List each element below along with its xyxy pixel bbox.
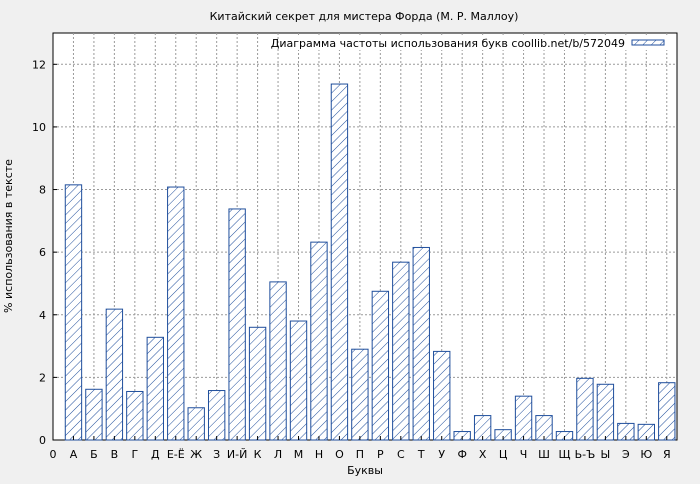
x-tick-label: Н <box>315 448 323 461</box>
bar <box>85 388 103 441</box>
bar <box>187 407 205 441</box>
x-tick-label: Ж <box>190 448 202 461</box>
x-tick-label: Д <box>151 448 160 461</box>
bar <box>433 350 451 441</box>
x-axis-label: Буквы <box>347 464 383 477</box>
x-tick-label: Ь-Ъ <box>575 448 596 461</box>
x-tick-label: Г <box>131 448 138 461</box>
x-tick-label: Э <box>622 448 630 461</box>
x-tick-label: Ю <box>640 448 652 461</box>
legend-background <box>285 36 675 50</box>
y-tick-label: 10 <box>32 121 46 134</box>
bars <box>64 83 676 441</box>
chart-title: Китайский секрет для мистера Форда (М. Р… <box>210 10 519 23</box>
x-tick-label: С <box>397 448 405 461</box>
x-tick-label: А <box>70 448 78 461</box>
legend-swatch <box>631 39 665 46</box>
x-tick-label: Ш <box>538 448 550 461</box>
y-tick-label: 2 <box>39 371 46 384</box>
x-tick-label: Ы <box>601 448 611 461</box>
y-tick-label: 8 <box>39 184 46 197</box>
bar <box>146 336 164 441</box>
bar <box>392 261 410 441</box>
y-tick-label: 0 <box>39 434 46 447</box>
bar <box>207 390 226 441</box>
x-tick-label: Х <box>479 448 487 461</box>
y-tick-label: 12 <box>32 58 46 71</box>
x-tick-label: Т <box>417 448 425 461</box>
x-tick-label: Е-Ё <box>167 448 185 461</box>
x-tick-label: Ч <box>520 448 528 461</box>
x-tick-label: Ф <box>457 448 466 461</box>
y-axis-ticks: 0 2 4 6 8 10 12 <box>32 58 57 447</box>
x-tick-label: П <box>356 448 364 461</box>
x-tick-label: О <box>335 448 344 461</box>
x-tick-label: Я <box>663 448 671 461</box>
bar <box>64 184 83 441</box>
bar <box>269 281 287 441</box>
x-tick-label: Л <box>274 448 282 461</box>
x-tick-label: М <box>294 448 304 461</box>
bar <box>658 382 676 441</box>
x-tick-label: Щ <box>558 448 570 461</box>
bar <box>351 348 369 441</box>
bar <box>167 186 185 441</box>
y-tick-label: 4 <box>39 309 46 322</box>
x-tick-label: И-Й <box>227 448 247 461</box>
bar <box>514 395 533 441</box>
x-tick-label: 0 <box>50 448 57 461</box>
x-tick-label: В <box>111 448 119 461</box>
legend: Диаграмма частоты использования букв coo… <box>271 36 675 50</box>
bar <box>289 320 308 441</box>
x-axis-ticks: 0 А Б В Г Д Е-Ё Ж З И-Й К Л М Н О П Р С Т У Ф Х Ц Ч Ш Щ Ь-Ъ Ы Э Ю Я <box>50 436 671 461</box>
y-tick-label: 6 <box>39 246 46 259</box>
bar <box>126 390 144 441</box>
x-tick-label: Р <box>377 448 384 461</box>
x-tick-label: Ц <box>499 448 508 461</box>
x-tick-label: У <box>438 448 445 461</box>
bar <box>412 246 430 441</box>
y-axis-label: % использования в тексте <box>2 159 15 313</box>
bar <box>596 383 615 441</box>
x-tick-label: К <box>254 448 262 461</box>
bar <box>330 83 349 441</box>
bar <box>248 326 267 441</box>
legend-label: Диаграмма частоты использования букв coo… <box>271 37 625 50</box>
x-tick-label: З <box>213 448 220 461</box>
bar <box>371 290 390 441</box>
bar <box>576 377 594 441</box>
bar <box>310 241 328 441</box>
x-tick-label: Б <box>90 448 98 461</box>
bar <box>105 308 124 441</box>
bar <box>228 208 246 441</box>
